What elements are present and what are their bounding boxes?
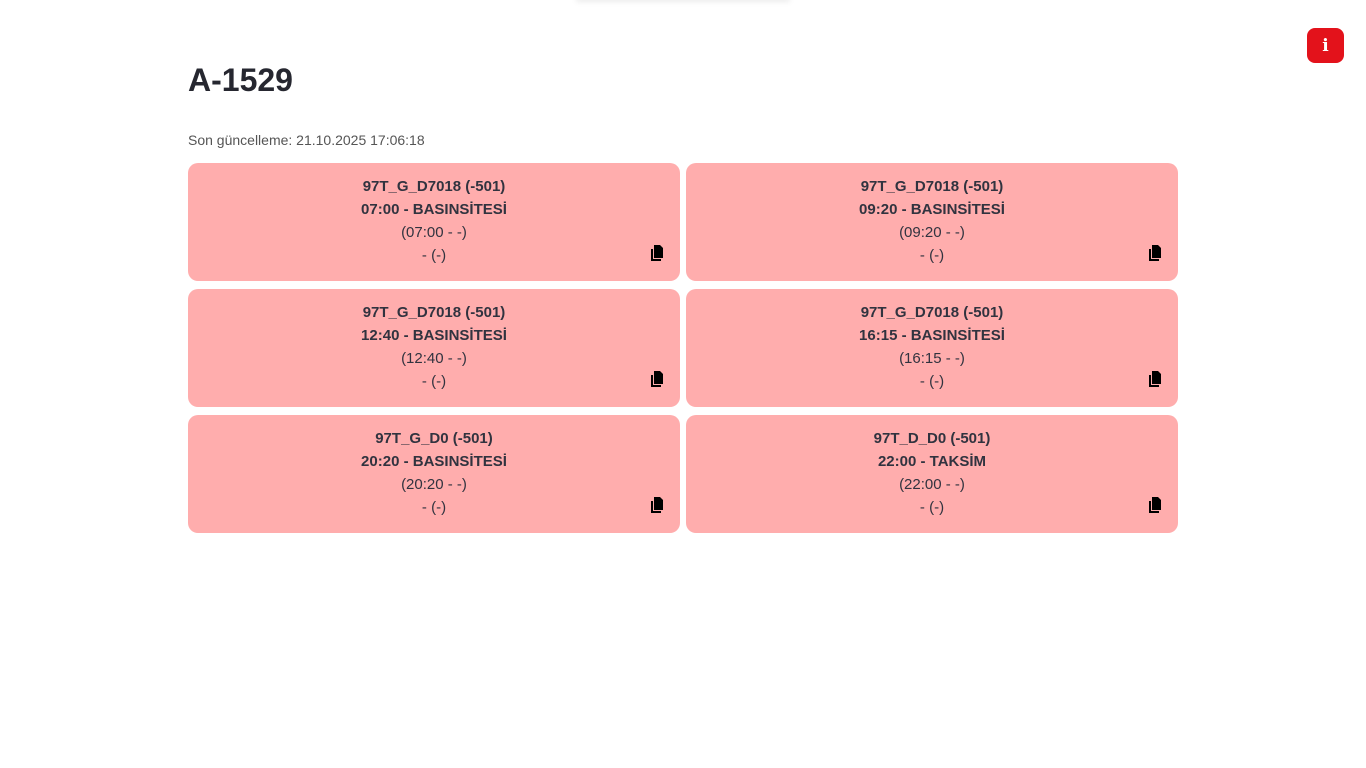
departure-destination: 22:00 - TAKSİM	[877, 453, 987, 470]
copy-icon[interactable]	[650, 245, 664, 261]
vehicle-info: - (-)	[919, 499, 945, 516]
departure-destination: 12:40 - BASINSİTESİ	[361, 327, 507, 344]
trip-cards-grid: 97T_G_D7018 (-501) 07:00 - BASINSİTESİ (…	[188, 163, 1178, 533]
last-updated: Son güncelleme: 21.10.2025 17:06:18	[188, 132, 425, 148]
trip-card: 97T_G_D7018 (-501) 09:20 - BASINSİTESİ (…	[686, 163, 1178, 281]
vehicle-info: - (-)	[421, 373, 447, 390]
route-code: 97T_G_D7018 (-501)	[362, 178, 506, 195]
trip-card: 97T_D_D0 (-501) 22:00 - TAKSİM (22:00 - …	[686, 415, 1178, 533]
info-button[interactable]: i	[1307, 28, 1344, 63]
departure-destination: 16:15 - BASINSİTESİ	[859, 327, 1005, 344]
departure-destination: 20:20 - BASINSİTESİ	[361, 453, 507, 470]
route-code: 97T_D_D0 (-501)	[873, 430, 991, 447]
time-range: (22:00 - -)	[899, 476, 965, 493]
copy-icon[interactable]	[1148, 371, 1162, 387]
route-code: 97T_G_D7018 (-501)	[860, 178, 1004, 195]
departure-destination: 09:20 - BASINSİTESİ	[859, 201, 1005, 218]
route-code: 97T_G_D7018 (-501)	[860, 304, 1004, 321]
departure-destination: 07:00 - BASINSİTESİ	[361, 201, 507, 218]
trip-card: 97T_G_D7018 (-501) 07:00 - BASINSİTESİ (…	[188, 163, 680, 281]
vehicle-info: - (-)	[421, 499, 447, 516]
vehicle-info: - (-)	[919, 247, 945, 264]
time-range: (07:00 - -)	[401, 224, 467, 241]
trip-card: 97T_G_D7018 (-501) 12:40 - BASINSİTESİ (…	[188, 289, 680, 407]
vehicle-info: - (-)	[421, 247, 447, 264]
copy-icon[interactable]	[650, 497, 664, 513]
route-code: 97T_G_D0 (-501)	[375, 430, 493, 447]
copy-icon[interactable]	[1148, 497, 1162, 513]
time-range: (12:40 - -)	[401, 350, 467, 367]
trip-card: 97T_G_D7018 (-501) 16:15 - BASINSİTESİ (…	[686, 289, 1178, 407]
page-title: A-1529	[188, 62, 293, 98]
copy-icon[interactable]	[1148, 245, 1162, 261]
time-range: (16:15 - -)	[899, 350, 965, 367]
route-code: 97T_G_D7018 (-501)	[362, 304, 506, 321]
time-range: (09:20 - -)	[899, 224, 965, 241]
copy-icon[interactable]	[650, 371, 664, 387]
info-icon: i	[1322, 35, 1329, 56]
time-range: (20:20 - -)	[401, 476, 467, 493]
trip-card: 97T_G_D0 (-501) 20:20 - BASINSİTESİ (20:…	[188, 415, 680, 533]
vehicle-info: - (-)	[919, 373, 945, 390]
